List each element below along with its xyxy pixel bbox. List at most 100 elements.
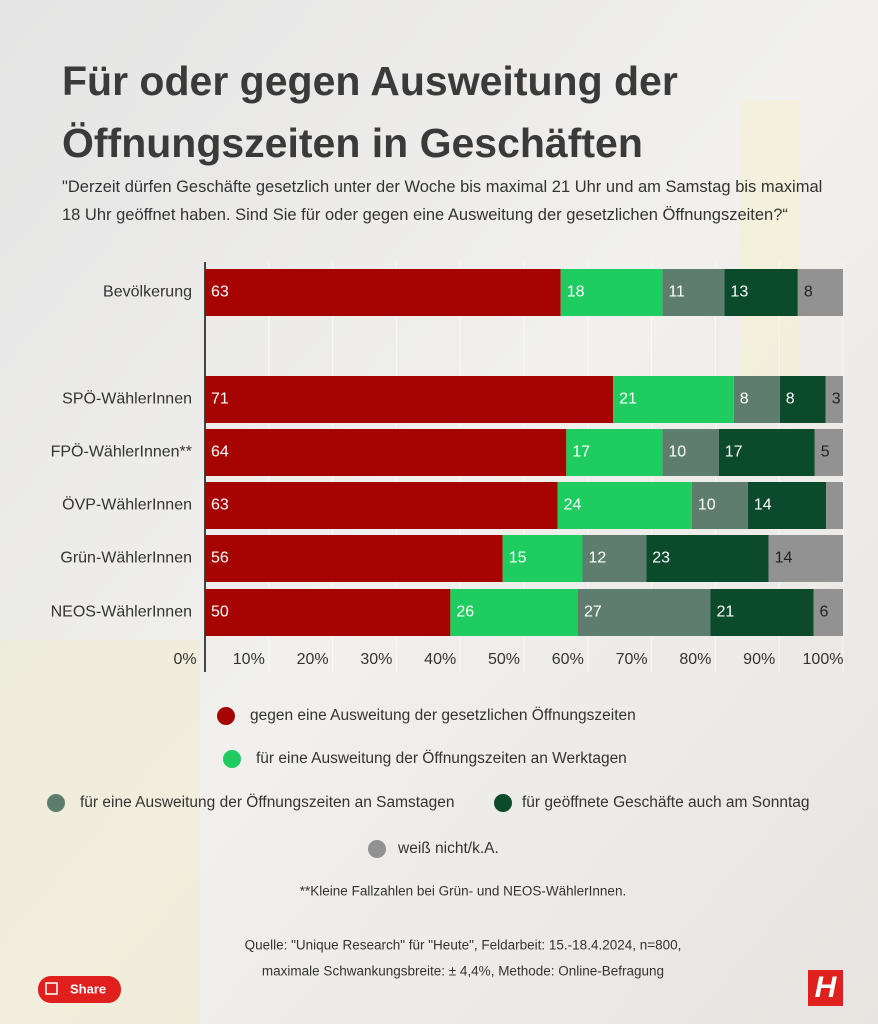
data-label: 5 [821, 444, 830, 461]
background-shelf [740, 100, 800, 400]
data-label: 8 [786, 391, 795, 408]
background-cart [0, 640, 200, 1024]
bar-segment [662, 269, 725, 316]
y-tick-label: SPÖ-WählerInnen [62, 390, 192, 408]
legend-label: für geöffnete Geschäfte auch am Sonntag [522, 794, 810, 811]
bar-segment [560, 269, 663, 316]
bar-segment [724, 269, 798, 316]
data-label: 21 [716, 604, 734, 621]
bar-segment [768, 535, 843, 582]
data-label: 24 [564, 497, 582, 514]
data-label: 10 [698, 497, 716, 514]
share-icon [45, 982, 58, 995]
data-label: 17 [572, 444, 590, 461]
bar-segment [662, 429, 719, 476]
data-label: 6 [820, 604, 829, 621]
bar-segment [502, 535, 583, 582]
bar-segment [205, 376, 614, 423]
bar-segment [646, 535, 769, 582]
source: maximale Schwankungsbreite: ± 4,4%, Meth… [262, 964, 664, 979]
bar-segment [710, 589, 814, 636]
data-label: 56 [211, 550, 229, 567]
data-label: 17 [725, 444, 743, 461]
data-label: 14 [775, 550, 793, 567]
x-tick-label: 20% [297, 651, 329, 668]
bar-segment [557, 482, 692, 529]
legend-label: weiß nicht/k.A. [397, 840, 499, 857]
y-tick-label: FPÖ-WählerInnen** [51, 443, 192, 461]
x-tick-label: 80% [679, 651, 711, 668]
x-tick-label: 60% [552, 651, 584, 668]
y-tick-label: ÖVP-WählerInnen [62, 496, 192, 514]
bar-segment [205, 429, 567, 476]
data-label: 8 [804, 284, 813, 301]
x-tick-label: 90% [743, 651, 775, 668]
bar-segment [825, 376, 843, 423]
data-label: 27 [584, 604, 602, 621]
footnote: **Kleine Fallzahlen bei Grün- und NEOS-W… [300, 884, 626, 899]
data-label: 3 [832, 391, 841, 408]
chart-subtitle: "Derzeit dürfen Geschäfte gesetzlich unt… [62, 178, 823, 224]
bar-segment [582, 535, 647, 582]
logo [808, 970, 843, 1006]
bar-segment [813, 589, 843, 636]
legend-label: gegen eine Ausweitung der gesetzlichen Ö… [250, 706, 636, 724]
chart-title: Für oder gegen Ausweitung der Öffnungsze… [62, 58, 678, 166]
x-tick-label: 50% [488, 651, 520, 668]
x-tick-label: 100% [803, 651, 844, 668]
bar-segment [797, 269, 843, 316]
bar-segment [718, 429, 815, 476]
y-tick-label: NEOS-WählerInnen [51, 604, 192, 621]
data-label: 15 [509, 550, 527, 567]
x-tick-label: 40% [424, 651, 456, 668]
data-label: 18 [567, 284, 585, 301]
bar-segment [205, 269, 561, 316]
legend-marker [47, 794, 65, 812]
data-label: 13 [730, 284, 748, 301]
bar-segment [826, 482, 843, 529]
data-label: 23 [652, 550, 670, 567]
bar-segment [691, 482, 748, 529]
legend-marker [223, 750, 241, 768]
share-button[interactable] [38, 976, 121, 1003]
bar-segment [205, 589, 451, 636]
bar-segment [205, 482, 558, 529]
data-label: 26 [456, 604, 474, 621]
x-tick-label: 10% [233, 651, 265, 668]
source: Quelle: "Unique Research" für "Heute", F… [245, 938, 682, 953]
data-label: 50 [211, 604, 229, 621]
bar-segment [779, 376, 826, 423]
legend-marker [368, 840, 386, 858]
legend-marker [494, 794, 512, 812]
y-tick-label: Bevölkerung [103, 284, 192, 301]
data-label: 63 [211, 284, 229, 301]
bar-segment [733, 376, 780, 423]
bar-segment [814, 429, 843, 476]
logo-letter: H [815, 971, 838, 1004]
bar-segment [205, 535, 503, 582]
x-tick-label: 0% [173, 651, 196, 668]
data-label: 64 [211, 444, 229, 461]
y-tick-label: Grün-WählerInnen [60, 550, 192, 567]
legend-label: für eine Ausweitung der Öffnungszeiten a… [80, 793, 455, 811]
bar-segment [577, 589, 711, 636]
data-label: 8 [740, 391, 749, 408]
data-label: 21 [619, 391, 637, 408]
data-label: 14 [754, 497, 772, 514]
data-label: 71 [211, 391, 229, 408]
legend-label: für eine Ausweitung der Öffnungszeiten a… [256, 749, 627, 767]
x-tick-label: 30% [360, 651, 392, 668]
data-label: 10 [668, 444, 686, 461]
bar-segment [566, 429, 663, 476]
legend-marker [217, 707, 235, 725]
bar-segment [613, 376, 734, 423]
bar-segment [747, 482, 827, 529]
share-label[interactable]: Share [70, 981, 106, 996]
data-label: 63 [211, 497, 229, 514]
data-label: 11 [668, 284, 685, 301]
bar-segment [450, 589, 578, 636]
data-label: 12 [588, 550, 606, 567]
x-tick-label: 70% [616, 651, 648, 668]
